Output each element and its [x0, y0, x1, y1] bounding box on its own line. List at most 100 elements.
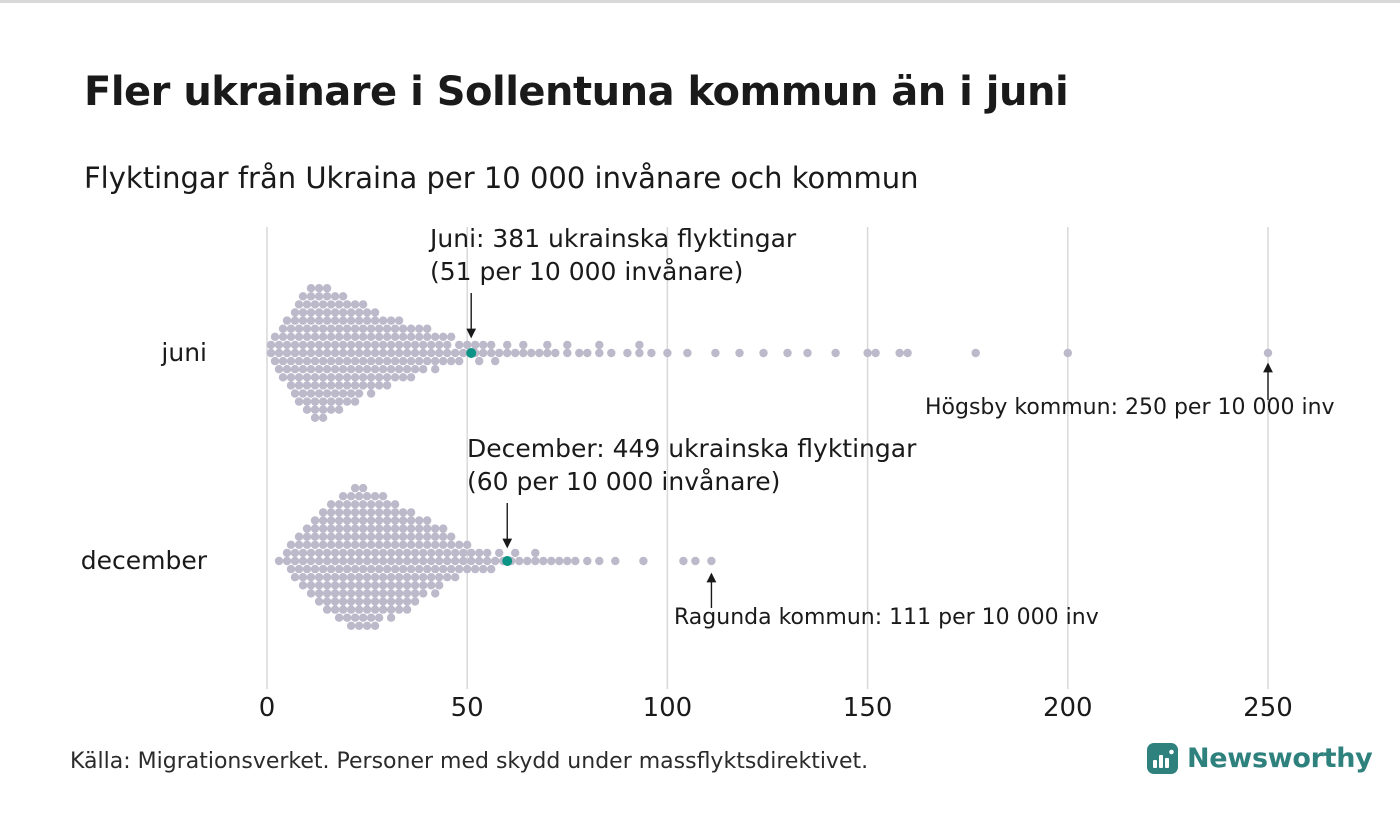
- data-point: [459, 556, 468, 566]
- data-point: [475, 548, 484, 558]
- data-point: [386, 556, 396, 566]
- data-point: [374, 500, 384, 509]
- highlighted-data-point: [502, 556, 513, 566]
- data-point: [314, 581, 324, 590]
- data-point: [298, 556, 308, 566]
- data-point: [302, 324, 312, 333]
- data-point: [398, 356, 408, 366]
- data-point: [358, 540, 368, 549]
- data-point: [266, 340, 276, 350]
- data-point: [487, 340, 496, 350]
- data-point: [330, 556, 340, 566]
- data-point: [282, 340, 292, 350]
- data-point: [346, 589, 356, 598]
- data-point: [447, 540, 456, 549]
- data-point: [374, 540, 384, 549]
- data-point: [394, 548, 404, 558]
- data-point: [302, 564, 312, 574]
- data-point: [346, 581, 356, 590]
- data-point: [378, 605, 388, 614]
- data-point: [415, 332, 424, 341]
- data-point: [406, 564, 416, 574]
- data-point: [423, 564, 432, 574]
- data-point: [378, 340, 388, 350]
- data-point: [322, 316, 332, 325]
- data-point: [298, 308, 308, 317]
- data-point: [374, 508, 384, 517]
- data-point: [278, 324, 288, 333]
- data-point: [334, 613, 344, 622]
- data-point: [394, 340, 404, 350]
- data-point: [374, 332, 384, 341]
- data-point: [310, 532, 320, 541]
- data-point: [338, 556, 348, 566]
- data-point: [362, 548, 372, 558]
- data-point: [274, 340, 284, 350]
- data-point: [551, 348, 560, 358]
- data-point: [475, 356, 484, 366]
- data-point: [298, 340, 308, 350]
- data-point: [370, 308, 380, 317]
- data-point: [294, 564, 304, 574]
- data-point: [410, 548, 420, 558]
- data-point: [419, 340, 428, 350]
- source-note: Källa: Migrationsverket. Personer med sk…: [70, 749, 869, 774]
- newsworthy-wordmark: Newsworthy: [1187, 743, 1373, 774]
- data-point: [354, 389, 364, 398]
- data-point: [370, 581, 380, 590]
- data-point: [435, 556, 444, 566]
- data-point: [290, 340, 300, 350]
- data-point: [431, 589, 440, 598]
- data-point: [423, 516, 432, 525]
- data-point: [358, 373, 368, 382]
- data-point: [447, 332, 456, 341]
- data-point: [314, 389, 324, 398]
- data-point: [443, 340, 452, 350]
- data-point: [362, 589, 372, 598]
- data-point: [358, 332, 368, 341]
- data-point: [318, 381, 328, 390]
- data-point: [402, 589, 412, 598]
- x-tick-label: 50: [450, 693, 484, 723]
- data-point: [294, 397, 304, 406]
- data-point: [290, 308, 300, 317]
- data-point: [350, 564, 360, 574]
- data-point: [334, 300, 344, 309]
- data-point: [342, 516, 352, 525]
- data-point: [431, 356, 440, 366]
- data-point: [543, 340, 552, 350]
- data-point: [623, 348, 632, 358]
- data-point: [459, 348, 468, 358]
- data-point: [350, 524, 360, 533]
- data-point: [302, 356, 312, 366]
- data-point: [455, 540, 464, 549]
- data-point: [447, 356, 456, 366]
- data-point: [338, 581, 348, 590]
- data-point: [298, 581, 308, 590]
- data-point: [447, 532, 456, 541]
- data-point: [903, 348, 912, 358]
- data-point: [415, 564, 424, 574]
- data-point: [342, 373, 352, 382]
- data-point: [390, 332, 400, 341]
- data-point: [398, 332, 408, 341]
- data-point: [286, 540, 296, 549]
- data-point: [342, 508, 352, 517]
- data-point: [679, 556, 688, 566]
- data-point: [290, 365, 300, 374]
- annotation-juni-line1: Juni: 381 ukrainska flyktingar: [430, 224, 797, 253]
- data-point: [298, 573, 308, 582]
- data-point: [302, 397, 312, 406]
- data-point: [326, 373, 336, 382]
- annotation-juni-highlight: Juni: 381 ukrainska flyktingar (51 per 1…: [430, 223, 796, 288]
- data-point: [354, 548, 364, 558]
- data-point: [350, 397, 360, 406]
- data-point: [382, 524, 392, 533]
- data-point: [274, 365, 284, 374]
- data-point: [290, 316, 300, 325]
- data-point: [302, 332, 312, 341]
- data-point: [374, 356, 384, 366]
- data-point: [479, 564, 488, 574]
- data-point: [326, 300, 336, 309]
- data-point: [326, 397, 336, 406]
